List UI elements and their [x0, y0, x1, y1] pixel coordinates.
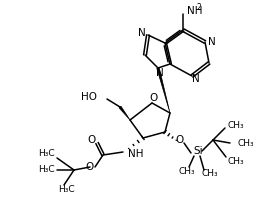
Text: CH₃: CH₃ — [202, 170, 218, 178]
Polygon shape — [157, 68, 170, 113]
Polygon shape — [119, 106, 130, 120]
Text: CH₃: CH₃ — [228, 157, 245, 166]
Text: H₃C: H₃C — [38, 150, 55, 158]
Text: N: N — [156, 68, 164, 78]
Text: CH₃: CH₃ — [179, 167, 195, 176]
Text: Si: Si — [193, 146, 203, 156]
Text: NH: NH — [187, 6, 203, 16]
Text: O: O — [175, 135, 183, 145]
Text: NH: NH — [128, 149, 144, 159]
Text: O: O — [88, 135, 96, 145]
Text: O: O — [86, 162, 94, 172]
Text: 2: 2 — [197, 3, 202, 12]
Text: O: O — [150, 93, 158, 103]
Text: N: N — [138, 28, 146, 38]
Text: HO: HO — [81, 92, 97, 102]
Text: N: N — [208, 37, 216, 47]
Text: CH₃: CH₃ — [238, 138, 255, 147]
Text: H₃C: H₃C — [58, 184, 74, 193]
Text: CH₃: CH₃ — [227, 121, 244, 130]
Text: H₃C: H₃C — [38, 166, 55, 174]
Text: N: N — [192, 74, 200, 84]
